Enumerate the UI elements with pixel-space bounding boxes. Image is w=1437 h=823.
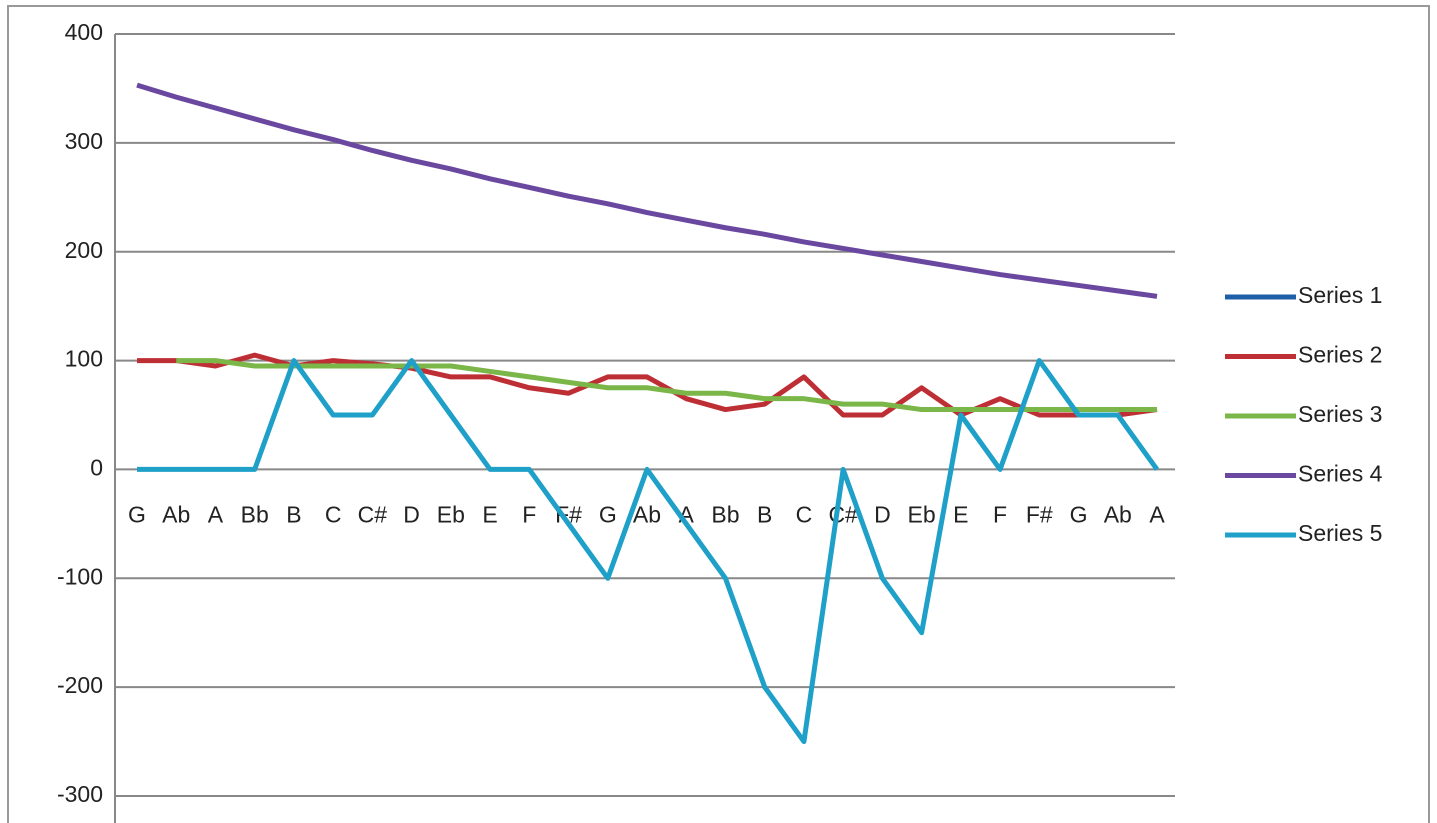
legend-label: Series 4 — [1298, 461, 1383, 487]
y-tick-label: 100 — [65, 346, 103, 372]
x-tick-label: C — [796, 502, 813, 528]
x-tick-label: Bb — [241, 502, 269, 528]
y-tick-label: 200 — [65, 237, 103, 263]
y-tick-label: -200 — [57, 672, 103, 698]
y-tick-label: 400 — [65, 19, 103, 45]
x-tick-label: A — [208, 502, 224, 528]
x-tick-label: Eb — [437, 502, 465, 528]
x-tick-label: Eb — [908, 502, 936, 528]
x-tick-label: F# — [1026, 502, 1053, 528]
frame — [7, 5, 1430, 823]
x-tick-label: E — [953, 502, 968, 528]
legend-label: Series 1 — [1298, 282, 1382, 308]
x-tick-label: C — [325, 502, 342, 528]
legend-label: Series 2 — [1298, 342, 1382, 368]
series-line — [137, 358, 1160, 745]
x-tick-label: G — [599, 502, 617, 528]
x-tick-label: A — [1149, 502, 1165, 528]
x-tick-label: G — [1070, 502, 1088, 528]
x-tick-label: D — [403, 502, 420, 528]
series-line — [176, 358, 1157, 413]
x-tick-label: E — [482, 502, 497, 528]
x-tick-label: F — [993, 502, 1007, 528]
legend-label: Series 3 — [1298, 401, 1382, 427]
y-tick-label: -300 — [57, 781, 103, 807]
x-tick-label: F — [522, 502, 536, 528]
x-tick-label: D — [874, 502, 891, 528]
y-tick-label: 300 — [65, 128, 103, 154]
x-tick-label: G — [128, 502, 146, 528]
y-tick-label: -100 — [57, 563, 103, 589]
series-line — [136, 82, 1158, 299]
x-tick-label: B — [286, 502, 301, 528]
x-tick-label: Ab — [162, 502, 190, 528]
x-tick-label: Ab — [633, 502, 661, 528]
legend-label: Series 5 — [1298, 520, 1382, 546]
x-tick-label: Bb — [711, 502, 739, 528]
x-tick-label: C# — [358, 502, 388, 528]
x-tick-label: Ab — [1104, 502, 1132, 528]
x-tick-label: B — [757, 502, 772, 528]
y-tick-label: 0 — [90, 455, 103, 481]
